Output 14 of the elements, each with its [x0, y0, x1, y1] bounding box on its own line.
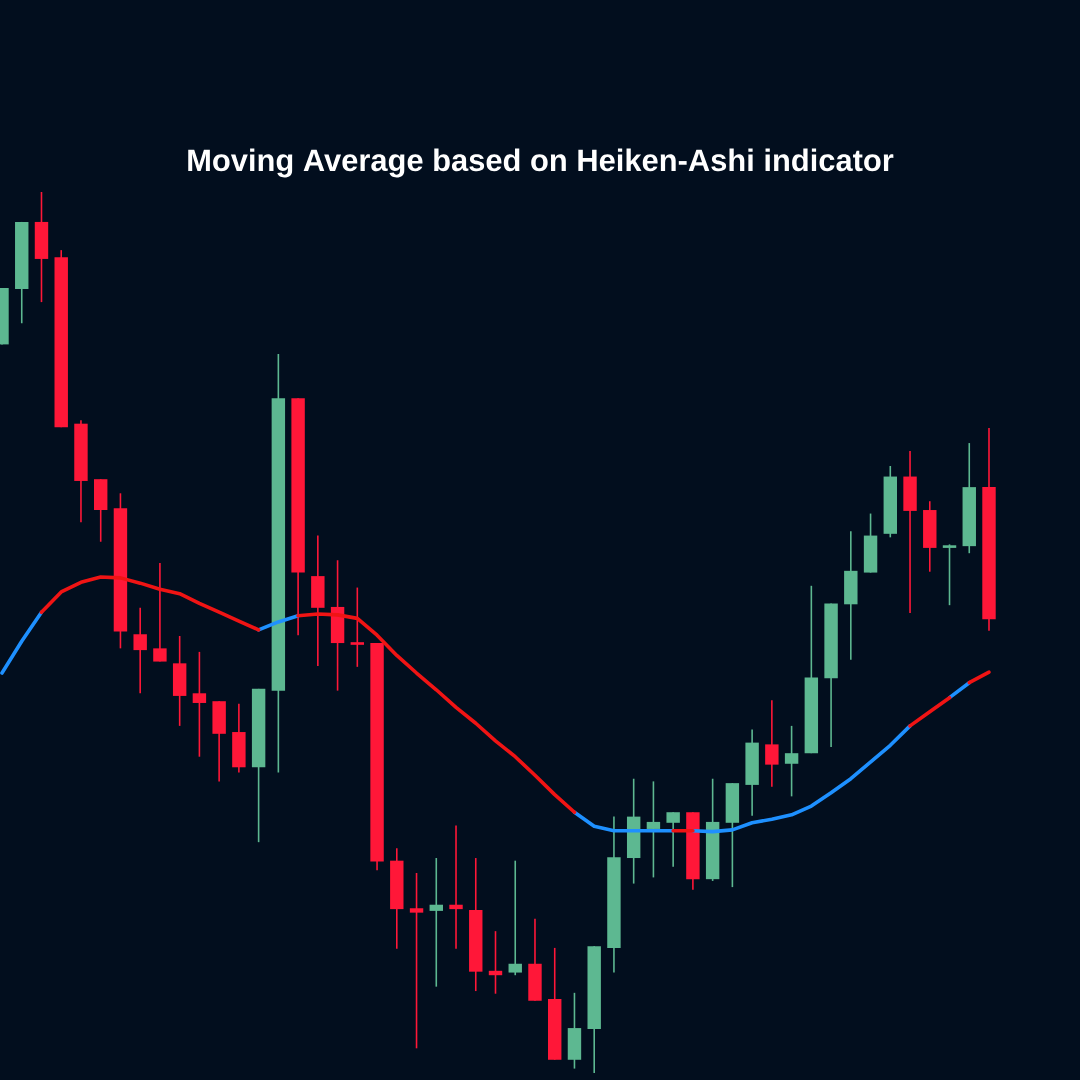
candlestick: [133, 607, 147, 695]
chart-title: Moving Average based on Heiken-Ashi indicator: [188, 148, 894, 178]
candlestick: [646, 780, 661, 879]
candlestick: [153, 562, 167, 663]
candlestick: [192, 651, 207, 758]
candlestick: [666, 811, 680, 868]
candlestick: [350, 586, 365, 668]
candlestick: [409, 872, 424, 1050]
candlestick: [429, 857, 443, 988]
candlestick: [784, 725, 799, 798]
candlestick: [942, 543, 957, 606]
candlestick: [508, 859, 522, 977]
candlestick: [449, 824, 463, 950]
candlestick: [765, 699, 779, 788]
